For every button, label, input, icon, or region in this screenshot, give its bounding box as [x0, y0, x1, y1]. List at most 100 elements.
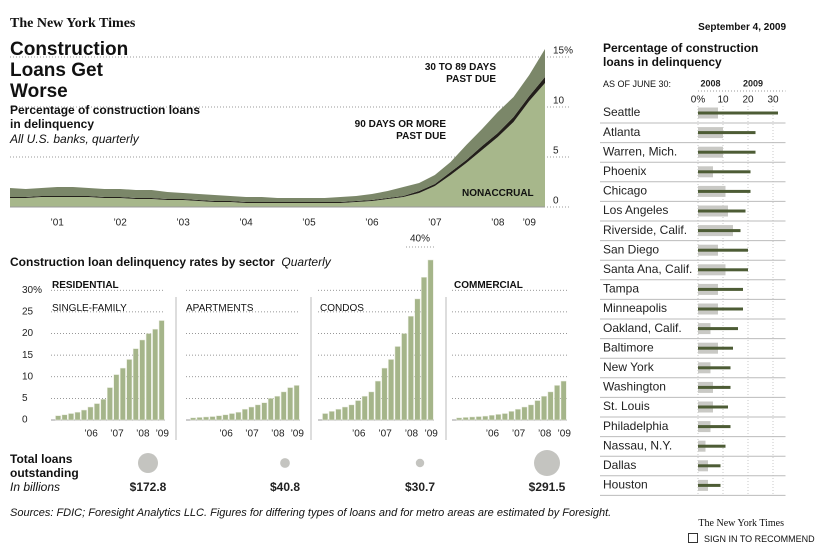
row-label: Seattle [603, 105, 641, 119]
bar [222, 414, 229, 421]
bar [374, 380, 381, 421]
x-tick-label: 0% [691, 95, 706, 106]
bar [74, 411, 81, 421]
bar [414, 298, 421, 421]
total-label: $40.8 [270, 480, 300, 494]
y-tick-label: 25 [22, 307, 34, 318]
bar [293, 385, 300, 421]
bar [280, 391, 287, 421]
bar [501, 413, 508, 421]
x-tick-label: ’04 [239, 218, 253, 229]
bar [462, 417, 469, 421]
row-label: Phoenix [603, 164, 646, 178]
series-label: NONACCRUAL [462, 188, 534, 199]
x-tick-label: ’06 [352, 429, 366, 440]
bar-2009 [698, 483, 721, 487]
bar [328, 411, 335, 421]
bar-2009 [698, 209, 746, 213]
bar [132, 348, 139, 421]
bar [152, 328, 159, 421]
bar [267, 398, 274, 421]
checkbox[interactable] [688, 533, 698, 543]
bar [342, 406, 348, 421]
y-tick-label: 5 [553, 146, 559, 157]
x-tick-label: ’08 [271, 429, 285, 440]
x-tick-label: ’07 [378, 429, 392, 440]
x-tick-label: 30 [767, 95, 779, 106]
y-tick-label: 10 [553, 96, 565, 107]
bar [475, 416, 482, 421]
bar [254, 404, 261, 421]
bar [482, 415, 489, 421]
bar [158, 320, 165, 421]
row-label: Nassau, N.Y. [603, 438, 672, 452]
metro-title: Percentage of construction loans in deli… [603, 41, 759, 69]
y-tick-label: 40% [410, 234, 430, 245]
x-tick-label: ’07 [428, 218, 442, 229]
row-label: Los Angeles [603, 203, 668, 217]
x-tick-label: ’05 [302, 218, 316, 229]
x-tick-label: ’02 [113, 218, 127, 229]
bar [68, 413, 74, 421]
y-tick-label: 20 [22, 328, 34, 339]
bar-2009 [698, 150, 756, 154]
legend-label: 2009 [743, 78, 763, 88]
x-tick-label: ’08 [491, 218, 505, 229]
row-label: Riverside, Calif. [603, 223, 687, 237]
bar [381, 367, 388, 421]
bar-2009 [698, 248, 748, 252]
x-tick-label: ’09 [523, 218, 537, 229]
bar [407, 315, 414, 421]
x-tick-label: ’09 [558, 429, 572, 440]
bar-2009 [698, 366, 731, 370]
recommend[interactable]: SIGN IN TO RECOMMEND [688, 533, 815, 544]
bar [100, 398, 107, 421]
x-tick-label: ’08 [136, 429, 150, 440]
bar [190, 417, 197, 421]
total-circle [137, 452, 159, 474]
metro-subtitle: AS OF JUNE 30: [603, 79, 672, 89]
bar [515, 408, 521, 421]
bar [235, 411, 242, 421]
bar-2009 [698, 405, 728, 409]
bar [322, 413, 329, 421]
bar [521, 406, 528, 421]
bar [488, 414, 495, 421]
series-label: 90 DAYS OR MORE PAST DUE [354, 119, 446, 142]
bar [534, 400, 541, 421]
bar [427, 259, 434, 421]
bar [560, 380, 567, 421]
row-label: Atlanta [603, 125, 641, 139]
recommend-text[interactable]: SIGN IN TO RECOMMEND [704, 534, 815, 544]
bar-2009 [698, 287, 743, 291]
bar [209, 416, 216, 421]
panel-title: SINGLE-FAMILY [52, 303, 127, 314]
group-label: RESIDENTIAL [52, 280, 119, 291]
x-tick-label: ’09 [291, 429, 305, 440]
bar [261, 402, 268, 421]
bar [61, 414, 68, 421]
row-label: San Diego [603, 242, 659, 256]
sector-title-text: Construction loan delinquency rates by s… [10, 255, 275, 269]
bar [361, 395, 368, 421]
x-tick-label: 10 [717, 95, 729, 106]
bar [401, 333, 408, 421]
x-tick-label: ’06 [84, 429, 98, 440]
source: Sources: FDIC; Foresight Analytics LLC. … [10, 507, 612, 519]
row-label: St. Louis [603, 399, 650, 413]
bar-2009 [698, 346, 733, 350]
bar-2009 [698, 444, 726, 448]
x-tick-label: ’07 [512, 429, 526, 440]
y-tick-label: 15% [553, 46, 573, 57]
total-label: $291.5 [529, 480, 566, 494]
bar [421, 277, 427, 421]
x-tick-label: ’01 [51, 218, 65, 229]
bar [107, 387, 113, 421]
bar [547, 391, 554, 421]
bar [348, 404, 355, 421]
bar [554, 385, 561, 421]
row-label: Philadelphia [603, 419, 669, 433]
bar [126, 359, 133, 421]
